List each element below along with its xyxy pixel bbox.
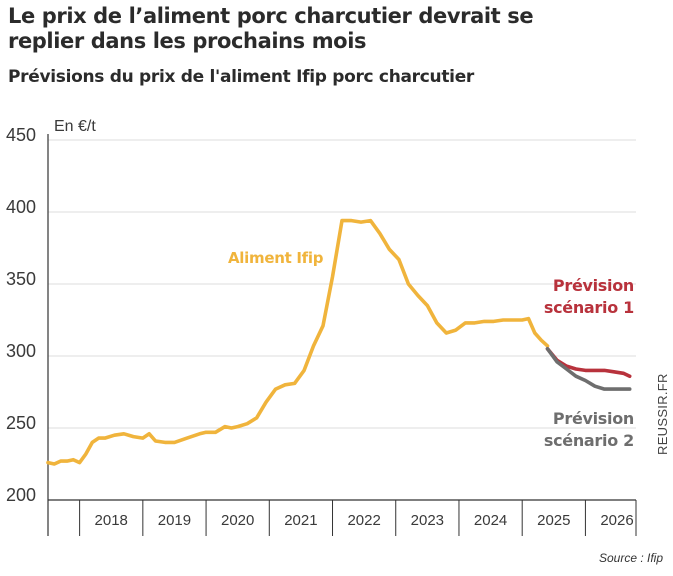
y-tick-label-350: 350 <box>6 269 36 289</box>
label-scenario-2-line-1: Prévision <box>553 409 634 428</box>
series-line-1 <box>46 218 550 466</box>
chart-title: Le prix de l’aliment porc charcutier dev… <box>8 4 534 53</box>
x-tick-label-2018: 2018 <box>95 512 128 529</box>
y-tick-label-450: 450 <box>6 125 36 145</box>
x-axis: 2018 2019 2020 2021 2022 2023 2024 2025 2026 <box>48 499 637 536</box>
label-scenario-1-line-2: scénario 1 <box>544 298 634 317</box>
label-scenario-2-line-2: scénario 2 <box>544 431 634 450</box>
x-tick-label-2019: 2019 <box>158 512 191 529</box>
series-line-3 <box>545 347 632 391</box>
y-tick-label-300: 300 <box>6 341 36 361</box>
y-axis-label: En €/t <box>54 118 96 135</box>
y-tick-label-250: 250 <box>6 413 36 433</box>
x-tick-label-2025: 2025 <box>537 512 570 529</box>
x-tick-label-2024: 2024 <box>474 512 507 529</box>
y-tick-label-400: 400 <box>6 197 36 217</box>
x-tick-label-2026: 2026 <box>600 512 633 529</box>
x-tick-label-2020: 2020 <box>221 512 254 529</box>
source-note: Source : Ifip <box>598 551 663 565</box>
x-tick-label-2023: 2023 <box>411 512 444 529</box>
y-axis: 200 250 300 350 400 450 En €/t <box>6 118 96 536</box>
x-tick-label-2021: 2021 <box>284 512 317 529</box>
y-tick-label-200: 200 <box>6 485 36 505</box>
watermark: REUSSIR.FR <box>655 373 670 455</box>
label-aliment-ifip: Aliment Ifip <box>228 249 324 267</box>
label-scenario-1-line-1: Prévision <box>553 276 634 295</box>
chart-subtitle: Prévisions du prix de l'aliment Ifip por… <box>8 67 475 87</box>
x-tick-label-2022: 2022 <box>347 512 380 529</box>
annotations: Aliment Ifip Prévision scénario 1 Prévision… <box>228 249 634 450</box>
series <box>46 218 632 466</box>
